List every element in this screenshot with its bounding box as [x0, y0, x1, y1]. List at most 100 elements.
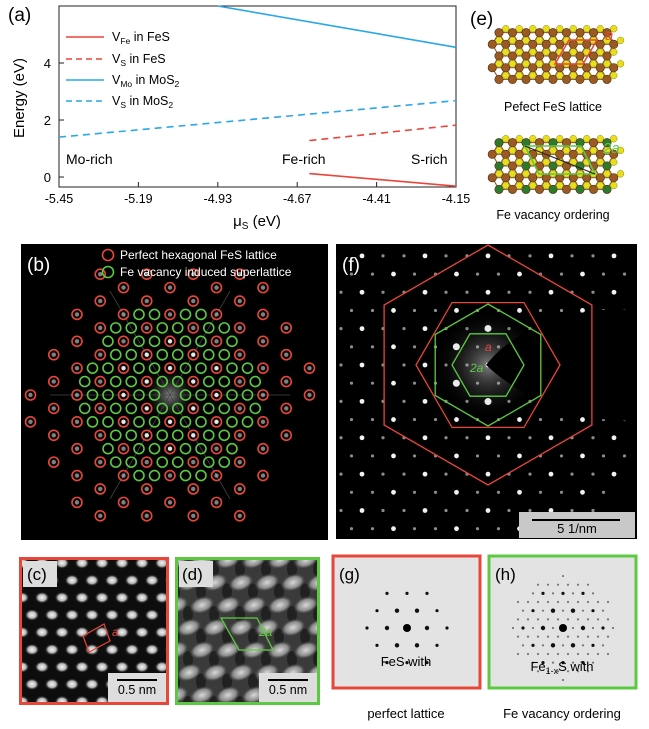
diffraction-spot — [517, 489, 522, 495]
simulated-pattern-g — [331, 554, 482, 690]
fft-spot-green — [226, 389, 238, 401]
fft-spot-red — [71, 442, 83, 455]
panel-label-f: (f) — [342, 255, 360, 276]
fft-spot-green — [241, 389, 254, 401]
simulated-spot — [576, 583, 580, 586]
simulated-spot — [521, 644, 525, 647]
panel-label-g: (g) — [339, 565, 360, 584]
fft-spot-red — [210, 308, 223, 321]
simulated-spot — [606, 618, 610, 621]
x-tick-label: -4.93 — [204, 192, 233, 206]
simulated-spot — [576, 618, 580, 621]
fft-spot-red — [233, 510, 246, 522]
caption-h-line2: Fe vacancy ordering — [503, 706, 621, 721]
diffraction-spot — [359, 362, 365, 368]
diffraction-spot — [559, 417, 564, 422]
fft-spot-red — [233, 402, 246, 415]
simulated-spot — [435, 609, 439, 613]
atom-column — [145, 713, 160, 725]
simulated-spot — [365, 626, 369, 630]
simulated-spot — [531, 609, 535, 613]
simulated-spot — [586, 583, 590, 586]
simulated-spot — [526, 618, 530, 621]
unit-cell-2a — [219, 617, 275, 651]
fft-spot-red — [140, 402, 153, 415]
atom-blob — [251, 704, 283, 729]
diffraction-spot — [507, 508, 511, 513]
diffraction-spot — [412, 381, 417, 385]
x-tick-label: -4.41 — [362, 192, 391, 206]
fft-spot-red — [94, 322, 107, 334]
x-tick-label: -4.67 — [283, 192, 312, 206]
diffraction-spot — [496, 272, 501, 276]
diffraction-spot — [444, 436, 448, 440]
diffraction-spot — [359, 435, 365, 441]
diffraction-spot — [601, 490, 606, 494]
simulated-spots-h — [511, 574, 615, 682]
diffraction-spot — [496, 454, 501, 458]
diffraction-spot — [349, 345, 354, 349]
fft-spot-green — [218, 348, 231, 361]
simulated-spot — [586, 635, 590, 638]
fft-spot-green — [156, 348, 169, 361]
fft-spot-red — [233, 429, 246, 442]
fft-spot-red — [210, 416, 223, 428]
fft-spot-green — [125, 375, 138, 388]
fft-spot-red — [210, 442, 223, 455]
diffraction-spot — [370, 454, 375, 458]
atom-blob — [176, 685, 190, 704]
atom-column — [134, 558, 150, 569]
series-line-3 — [58, 99, 457, 138]
diffraction-spot — [517, 417, 522, 422]
simulated-spot — [394, 608, 400, 613]
fft-spot-red — [233, 456, 246, 468]
atom-column — [64, 678, 80, 691]
diffraction-spot — [359, 253, 365, 259]
fft-spot-red — [47, 402, 60, 415]
fft-spot-red — [47, 456, 60, 468]
diffraction-spot — [370, 417, 375, 422]
diffraction-spot — [507, 290, 511, 294]
simulated-spot — [546, 618, 550, 621]
fft-spot-red — [140, 348, 153, 361]
scalebar-box-c — [108, 673, 166, 702]
diffraction-spot — [538, 490, 543, 494]
fft-spot-red — [117, 469, 130, 482]
atom-blob — [305, 572, 319, 593]
fft-spot-red — [164, 281, 176, 294]
simulated-spot — [521, 626, 525, 630]
atom-column — [105, 713, 120, 725]
fft-spot-green — [133, 416, 145, 428]
atom-column — [114, 660, 130, 673]
atom-blob — [292, 640, 319, 660]
simulated-spot — [375, 643, 379, 647]
diffraction-spot — [339, 508, 343, 513]
fft-spot-green — [202, 375, 215, 388]
fft-spot-red — [280, 348, 293, 361]
fft-spot-red — [280, 429, 293, 442]
diffraction-spot — [422, 398, 428, 404]
fft-spot-green — [171, 429, 184, 442]
label-box-c — [23, 561, 57, 587]
fft-spot-green — [133, 335, 145, 348]
fft-spot-green — [148, 469, 161, 482]
diffraction-spot — [339, 399, 343, 403]
diffraction-spot — [391, 344, 396, 350]
fft-spot-green — [102, 389, 114, 401]
simulated-spot — [606, 600, 610, 604]
axis-ticks: -5.45 -5.19 -4.93 -4.67 -4.41 -4.15 0 2 4 — [44, 56, 471, 206]
simulated-spot — [541, 661, 545, 665]
diffraction-spot — [548, 289, 554, 295]
simulated-spot — [531, 643, 535, 647]
diffraction-spot — [611, 289, 617, 295]
diffraction-spot — [538, 417, 543, 422]
simulated-spot — [566, 618, 570, 621]
fft-spot-green — [195, 389, 207, 401]
fft-spot-red — [94, 402, 107, 415]
fft-spot-red — [71, 496, 83, 509]
caption-g-line1: FeS with — [381, 654, 432, 669]
fft-spot-red — [47, 429, 60, 442]
fft-spot-green — [241, 362, 254, 374]
fft-spot-green — [226, 416, 238, 428]
atom-column — [134, 626, 150, 639]
